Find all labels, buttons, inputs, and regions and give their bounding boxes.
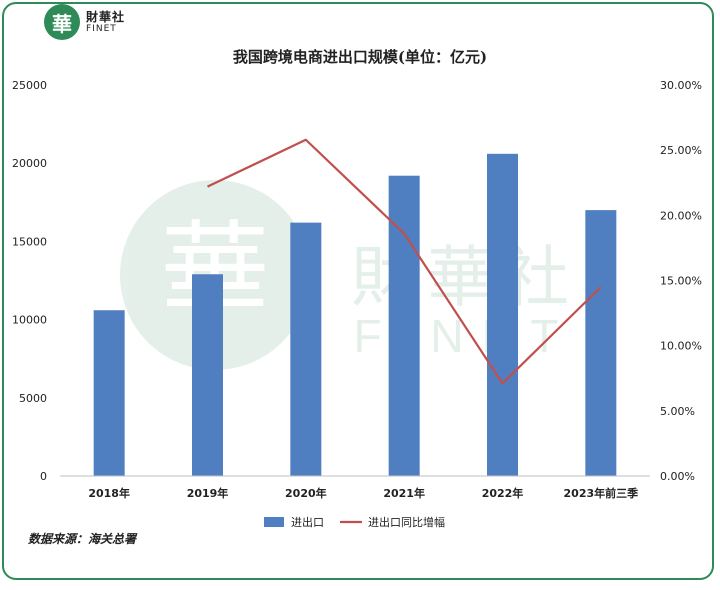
x-tick-label: 2021年 [383, 486, 425, 500]
y-right-tick-label: 5.00% [660, 405, 695, 418]
y-right-tick-label: 25.00% [660, 144, 702, 157]
brand-name-en: FINET [86, 23, 117, 34]
y-right-tick-label: 0.00% [660, 470, 695, 483]
legend: 进出口 进出口同比增幅 [264, 515, 445, 529]
legend-bar-label: 进出口 [291, 515, 324, 529]
line-series [207, 138, 602, 385]
y-left-tick-label: 15000 [12, 235, 47, 248]
bar [388, 175, 420, 476]
watermark-name-en: FINET [354, 310, 577, 362]
brand-text: 財華社 FINET [86, 11, 125, 34]
legend-line-label: 进出口同比增幅 [368, 515, 445, 529]
x-tick-label: 2020年 [285, 486, 327, 500]
x-tick-label: 2018年 [88, 486, 130, 500]
axes: 0 5000 10000 15000 20000 25000 0.00% 5.00% 10.00… [12, 79, 702, 500]
brand-badge-icon: 華 [44, 4, 80, 40]
y-left-tick-label: 20000 [12, 157, 47, 170]
bar [487, 153, 518, 477]
bar [192, 274, 223, 476]
legend-bar-swatch [264, 517, 284, 527]
y-right-tick-label: 15.00% [660, 275, 702, 288]
source-note: 数据来源：海关总署 [28, 532, 137, 546]
x-tick-label: 2022年 [482, 486, 524, 500]
y-left-tick-label: 5000 [19, 392, 47, 405]
brand-name-cn: 財華社 [86, 9, 126, 24]
y-left-tick-label: 10000 [12, 314, 47, 327]
bar [290, 222, 322, 476]
bar [93, 310, 125, 476]
y-left-tick-label: 25000 [12, 79, 47, 92]
chart-title: 我国跨境电商进出口规模(单位：亿元) [232, 48, 488, 66]
x-tick-label: 2023年前三季 [564, 486, 640, 500]
watermark-name-cn: 財華社 [351, 239, 579, 316]
bar-series [93, 153, 617, 477]
y-right-tick-label: 20.00% [660, 209, 702, 222]
y-left-tick-label: 0 [40, 470, 47, 483]
y-right-tick-label: 30.00% [660, 79, 702, 92]
y-right-tick-label: 10.00% [660, 340, 702, 353]
brand-logo: 華 財華社 FINET [44, 4, 125, 40]
x-tick-label: 2019年 [187, 486, 229, 500]
bar [585, 210, 617, 476]
